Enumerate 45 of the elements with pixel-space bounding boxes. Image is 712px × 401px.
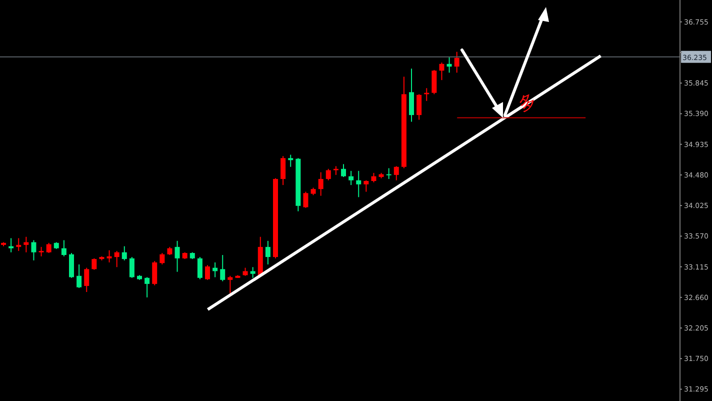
candlestick	[212, 262, 218, 278]
candlestick	[114, 250, 120, 268]
candlestick	[386, 168, 392, 180]
candlestick	[46, 242, 52, 254]
candlestick	[160, 252, 165, 265]
candlestick	[220, 254, 226, 282]
candlestick	[250, 266, 256, 278]
candlestick	[106, 250, 112, 263]
candlestick	[371, 172, 376, 183]
candlestick	[416, 94, 422, 120]
candlestick	[129, 256, 134, 278]
candlestick	[409, 68, 414, 122]
candlestick	[303, 191, 308, 208]
candlestick	[364, 180, 369, 192]
candlestick	[356, 170, 362, 198]
candlestick	[439, 62, 444, 81]
candlestick	[288, 154, 294, 168]
candlestick	[228, 275, 233, 294]
candlestick	[84, 267, 90, 293]
candlestick	[446, 56, 452, 74]
candlestick	[61, 240, 66, 257]
candlestick	[122, 246, 127, 261]
annotation: 多	[515, 90, 540, 116]
candlestick	[432, 69, 437, 95]
candlestick	[152, 260, 158, 286]
candlestick	[8, 238, 14, 253]
candlestick	[341, 164, 346, 178]
candlestick	[174, 240, 180, 272]
candlestick	[318, 172, 324, 196]
candlestick	[197, 256, 202, 280]
candlestick	[205, 264, 210, 280]
candlestick	[24, 236, 29, 253]
candlestick	[348, 170, 354, 186]
candlestick	[144, 276, 150, 298]
candlestick	[38, 246, 44, 257]
candlestick	[454, 51, 460, 74]
candlestick	[92, 258, 97, 270]
candlestick	[31, 240, 36, 261]
candlestick	[280, 156, 286, 186]
candlestick	[69, 252, 74, 278]
candlestick	[265, 240, 270, 265]
candlestick	[326, 168, 331, 181]
candlestick	[76, 264, 82, 288]
candlestick	[394, 166, 399, 181]
candlestick	[16, 238, 22, 252]
